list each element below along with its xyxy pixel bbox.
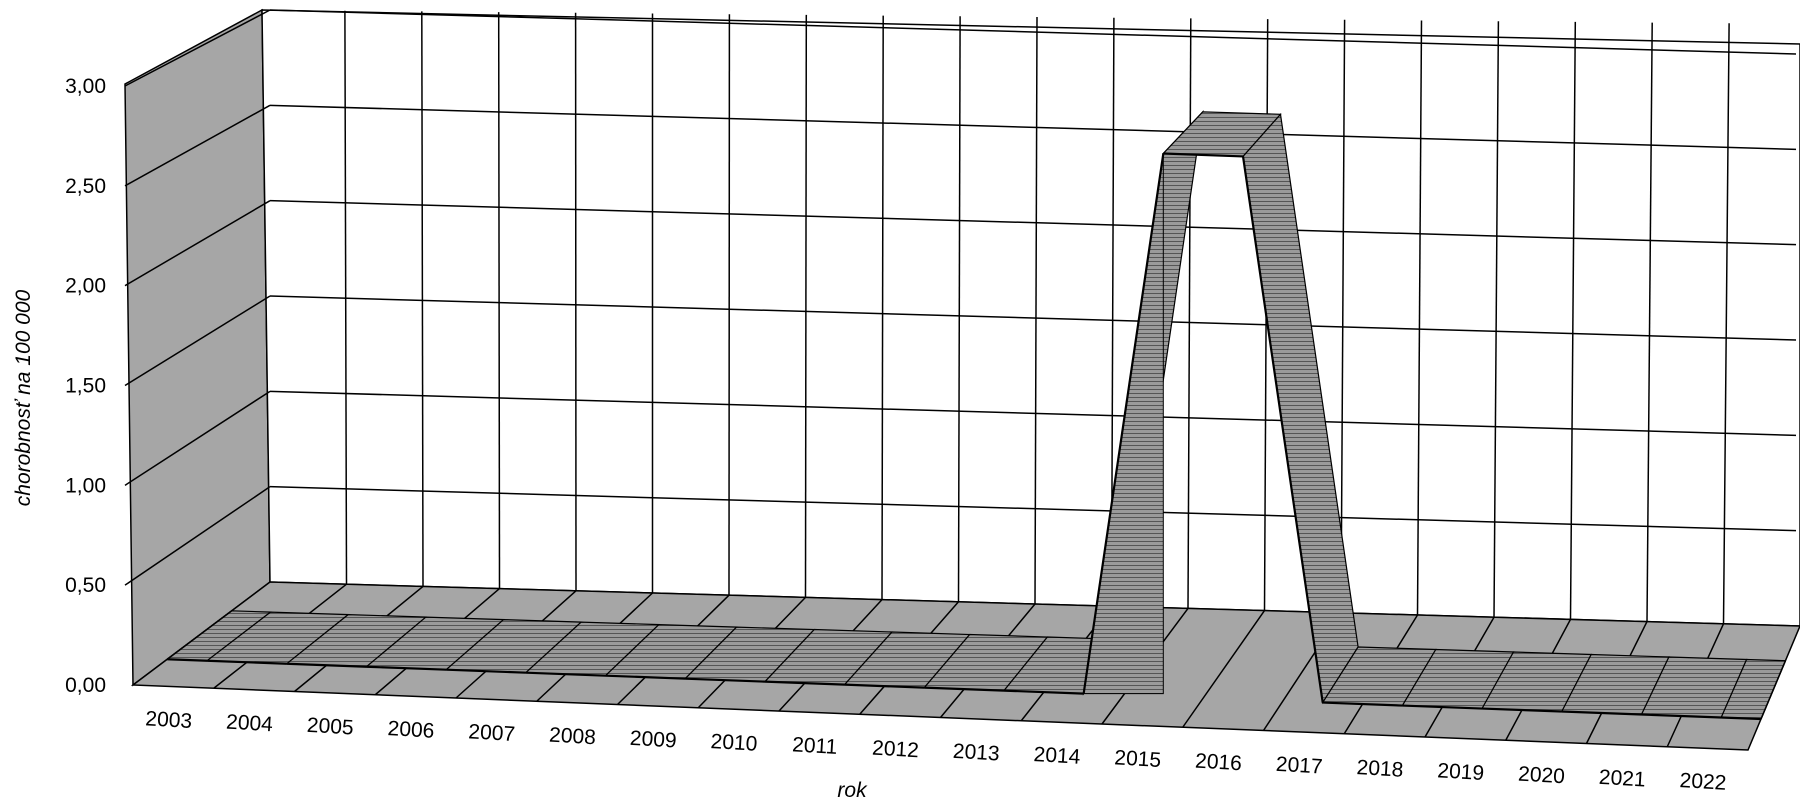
x-axis-title: rok bbox=[837, 779, 868, 802]
back-vertical-gridline bbox=[1034, 16, 1038, 605]
ribbon-front-edge bbox=[286, 662, 367, 668]
back-vertical-gridline bbox=[1340, 19, 1346, 613]
y-tick-label: 0,50 bbox=[65, 574, 106, 597]
ribbon-front-edge bbox=[605, 674, 686, 680]
gridlines bbox=[124, 9, 1797, 748]
ribbon-front-edge bbox=[844, 683, 925, 689]
ribbon-front-edge bbox=[685, 677, 765, 683]
x-tick-label: 2016 bbox=[1195, 749, 1243, 775]
back-gridline bbox=[269, 9, 1797, 55]
back-vertical-gridline bbox=[881, 15, 884, 600]
ribbon-front-edge bbox=[525, 671, 606, 677]
ribbon-end-cap bbox=[1760, 660, 1787, 720]
back-vertical-gridline bbox=[1722, 23, 1730, 624]
side-gridline bbox=[124, 200, 271, 287]
back-gridline bbox=[269, 199, 1797, 246]
y-tick-label: 1,50 bbox=[65, 375, 106, 398]
back-vertical-gridline bbox=[1646, 22, 1653, 622]
back-vertical-gridline bbox=[344, 10, 348, 585]
side-wall bbox=[124, 8, 271, 687]
x-tick-label: 2011 bbox=[792, 733, 838, 759]
x-tick-label: 2019 bbox=[1437, 759, 1485, 785]
ribbon-front-edge bbox=[1241, 156, 1324, 703]
x-tick-label: 2018 bbox=[1356, 756, 1404, 782]
x-tick-label: 2003 bbox=[145, 707, 193, 733]
x-tick-label: 2020 bbox=[1518, 762, 1566, 788]
y-tick-label: 1,00 bbox=[65, 474, 106, 497]
x-tick-label: 2022 bbox=[1679, 769, 1727, 795]
back-vertical-gridline bbox=[1493, 21, 1500, 618]
side-gridline bbox=[124, 9, 271, 87]
y-tick-label: 3,00 bbox=[65, 75, 106, 98]
back-vertical-gridline bbox=[421, 11, 424, 587]
y-tick-label: 2,50 bbox=[65, 175, 106, 198]
x-tick-label: 2006 bbox=[387, 717, 435, 743]
back-vertical-gridline bbox=[804, 14, 808, 598]
ribbon-front-edge bbox=[764, 680, 845, 686]
side-gridline bbox=[124, 295, 271, 387]
x-tick-label: 2017 bbox=[1275, 753, 1323, 779]
ribbon-end-cap bbox=[166, 610, 233, 660]
x-tick-label: 2009 bbox=[629, 727, 677, 753]
x-tick-label: 2004 bbox=[226, 710, 274, 736]
ribbon-front-edge bbox=[366, 665, 447, 671]
back-vertical-gridline bbox=[957, 16, 961, 602]
ribbon-front-edge bbox=[1402, 704, 1483, 710]
x-tick-label: 2010 bbox=[710, 730, 758, 756]
ribbon-front-edge bbox=[1003, 689, 1084, 695]
ribbon-front-edge bbox=[1322, 701, 1403, 707]
back-vertical-gridline bbox=[1187, 18, 1192, 609]
back-gridline bbox=[269, 485, 1797, 532]
ribbon-front-edge bbox=[167, 658, 208, 662]
back-vertical-gridline bbox=[497, 12, 501, 589]
ribbon-front-edge bbox=[1561, 710, 1642, 716]
x-tick-label: 2005 bbox=[306, 714, 354, 740]
x-tick-label: 2014 bbox=[1033, 743, 1081, 769]
ribbon-front-edge bbox=[1482, 707, 1562, 713]
y-axis-title: chorobnosť na 100 000 bbox=[12, 289, 35, 506]
x-tick-labels: 2003 2004 2005 2006 2007 2008 2009 2010 2011 2012… bbox=[145, 707, 1727, 795]
x-tick-label: 2021 bbox=[1598, 766, 1646, 792]
y-tick-label: 0,00 bbox=[65, 674, 106, 697]
back-vertical-gridline bbox=[1569, 21, 1577, 620]
back-vertical-gridline bbox=[1416, 20, 1423, 616]
ribbon-front-edge bbox=[1082, 153, 1165, 694]
back-gridline bbox=[269, 390, 1797, 437]
ribbon-front-edge bbox=[1163, 152, 1244, 158]
x-tick-label: 2013 bbox=[952, 740, 1000, 766]
ribbon-front-edge bbox=[446, 668, 526, 674]
ribbon-front-edge bbox=[1721, 716, 1762, 721]
series-ribbon bbox=[165, 110, 1787, 721]
ribbon-front-edge bbox=[1641, 713, 1722, 719]
back-gridline bbox=[269, 295, 1797, 341]
x-tick-label: 2015 bbox=[1114, 746, 1162, 772]
ribbon-front-edge bbox=[924, 686, 1005, 692]
side-gridline bbox=[124, 390, 271, 486]
back-gridline bbox=[269, 104, 1797, 151]
x-tick-label: 2012 bbox=[872, 736, 920, 762]
x-tick-label: 2008 bbox=[549, 723, 597, 749]
y-tick-label: 2,00 bbox=[65, 275, 106, 298]
side-gridline bbox=[124, 104, 271, 187]
y-tick-labels: 0,00 0,50 1,00 1,50 2,00 2,50 3,00 bbox=[65, 75, 106, 697]
ribbon-front-edge bbox=[207, 659, 287, 665]
floor-gridline bbox=[1182, 610, 1266, 728]
side-gridline bbox=[124, 486, 271, 586]
x-tick-label: 2007 bbox=[468, 720, 516, 746]
